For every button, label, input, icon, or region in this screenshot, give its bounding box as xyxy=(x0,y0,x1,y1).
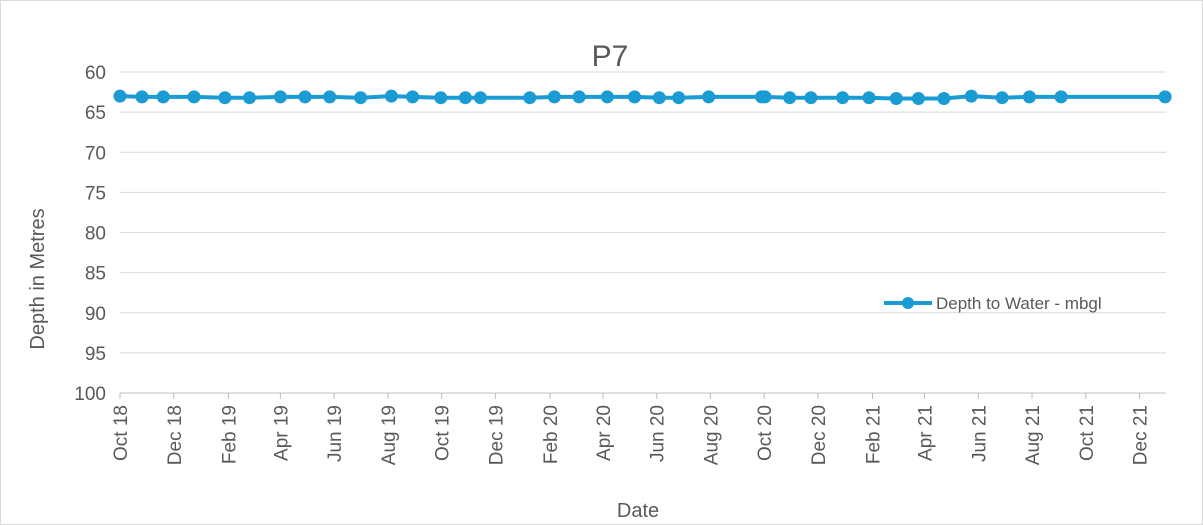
y-tick-label: 75 xyxy=(85,183,106,204)
x-tick-label: Dec 20 xyxy=(809,405,830,465)
data-point xyxy=(406,90,420,104)
x-axis-title: Date xyxy=(617,500,659,522)
data-point xyxy=(572,90,586,104)
y-tick-label: 90 xyxy=(85,304,106,325)
x-tick-label: Apr 21 xyxy=(916,405,937,461)
data-point xyxy=(836,91,850,105)
data-point xyxy=(458,91,472,105)
series-layer xyxy=(113,89,1172,105)
x-tick-label: Oct 19 xyxy=(433,405,454,461)
data-point xyxy=(783,91,797,105)
x-tick-label: Jun 19 xyxy=(325,405,346,462)
data-point xyxy=(889,92,903,105)
x-tick-label: Dec 19 xyxy=(486,405,507,465)
x-tick-label: Dec 18 xyxy=(165,405,186,465)
data-point xyxy=(995,91,1009,105)
data-point xyxy=(218,91,232,105)
x-tick-label: Apr 20 xyxy=(594,405,615,461)
data-point xyxy=(273,90,287,104)
x-tick-label: Feb 20 xyxy=(541,405,562,464)
data-point xyxy=(964,89,978,103)
data-point xyxy=(187,90,201,104)
y-tick-label: 80 xyxy=(85,224,106,245)
data-point xyxy=(628,90,642,104)
y-axis-ticks: 60 65 70 75 80 85 90 95 100 xyxy=(74,63,106,405)
x-tick-label: Oct 21 xyxy=(1077,405,1098,461)
data-point xyxy=(652,91,666,105)
data-point xyxy=(113,89,127,103)
chart-title: P7 xyxy=(592,40,629,73)
data-point xyxy=(473,91,487,105)
x-tick-label: Oct 18 xyxy=(111,405,132,461)
data-point xyxy=(434,91,448,105)
data-point xyxy=(600,90,614,104)
x-tick-label: Aug 20 xyxy=(701,405,722,465)
x-tick-label: Feb 19 xyxy=(219,405,240,464)
data-point xyxy=(156,90,170,104)
legend[interactable]: Depth to Water - mbgl xyxy=(884,294,1102,313)
x-tick-label: Apr 19 xyxy=(271,405,292,461)
legend-label: Depth to Water - mbgl xyxy=(936,294,1102,313)
data-point xyxy=(298,90,312,104)
data-point xyxy=(862,91,876,105)
data-point xyxy=(354,91,368,105)
data-point xyxy=(243,91,256,105)
grid-lines xyxy=(120,71,1166,394)
x-tick-label: Feb 21 xyxy=(864,405,885,464)
y-tick-label: 100 xyxy=(74,384,106,405)
data-point xyxy=(1022,90,1036,104)
data-point xyxy=(1054,90,1068,104)
data-point xyxy=(911,92,925,105)
x-tick-label: Aug 19 xyxy=(379,405,400,465)
data-point xyxy=(937,92,951,105)
y-tick-label: 60 xyxy=(85,63,106,84)
data-point xyxy=(323,90,337,104)
y-tick-label: 85 xyxy=(85,264,106,285)
x-tick-label: Jun 20 xyxy=(648,405,669,462)
data-point xyxy=(702,90,716,104)
y-axis-title: Depth in Metres xyxy=(27,208,49,349)
legend-marker xyxy=(902,297,914,309)
y-tick-label: 95 xyxy=(85,344,106,365)
x-tick-label: Aug 21 xyxy=(1023,405,1044,465)
data-point xyxy=(1158,90,1172,104)
x-tick-label: Jun 21 xyxy=(969,405,990,462)
x-tick-label: Dec 21 xyxy=(1131,405,1152,465)
x-tick-label: Oct 20 xyxy=(755,405,776,461)
data-point xyxy=(804,91,818,105)
data-point xyxy=(135,90,149,104)
data-point xyxy=(672,91,686,105)
data-point xyxy=(384,89,398,103)
data-point xyxy=(523,91,537,105)
y-tick-label: 65 xyxy=(85,103,106,124)
y-tick-label: 70 xyxy=(85,143,106,164)
data-point xyxy=(547,90,561,104)
x-axis-ticks: Oct 18 Dec 18 Feb 19 Apr 19 Jun 19 Aug 19 Oct … xyxy=(111,392,1166,465)
data-point xyxy=(758,90,772,104)
